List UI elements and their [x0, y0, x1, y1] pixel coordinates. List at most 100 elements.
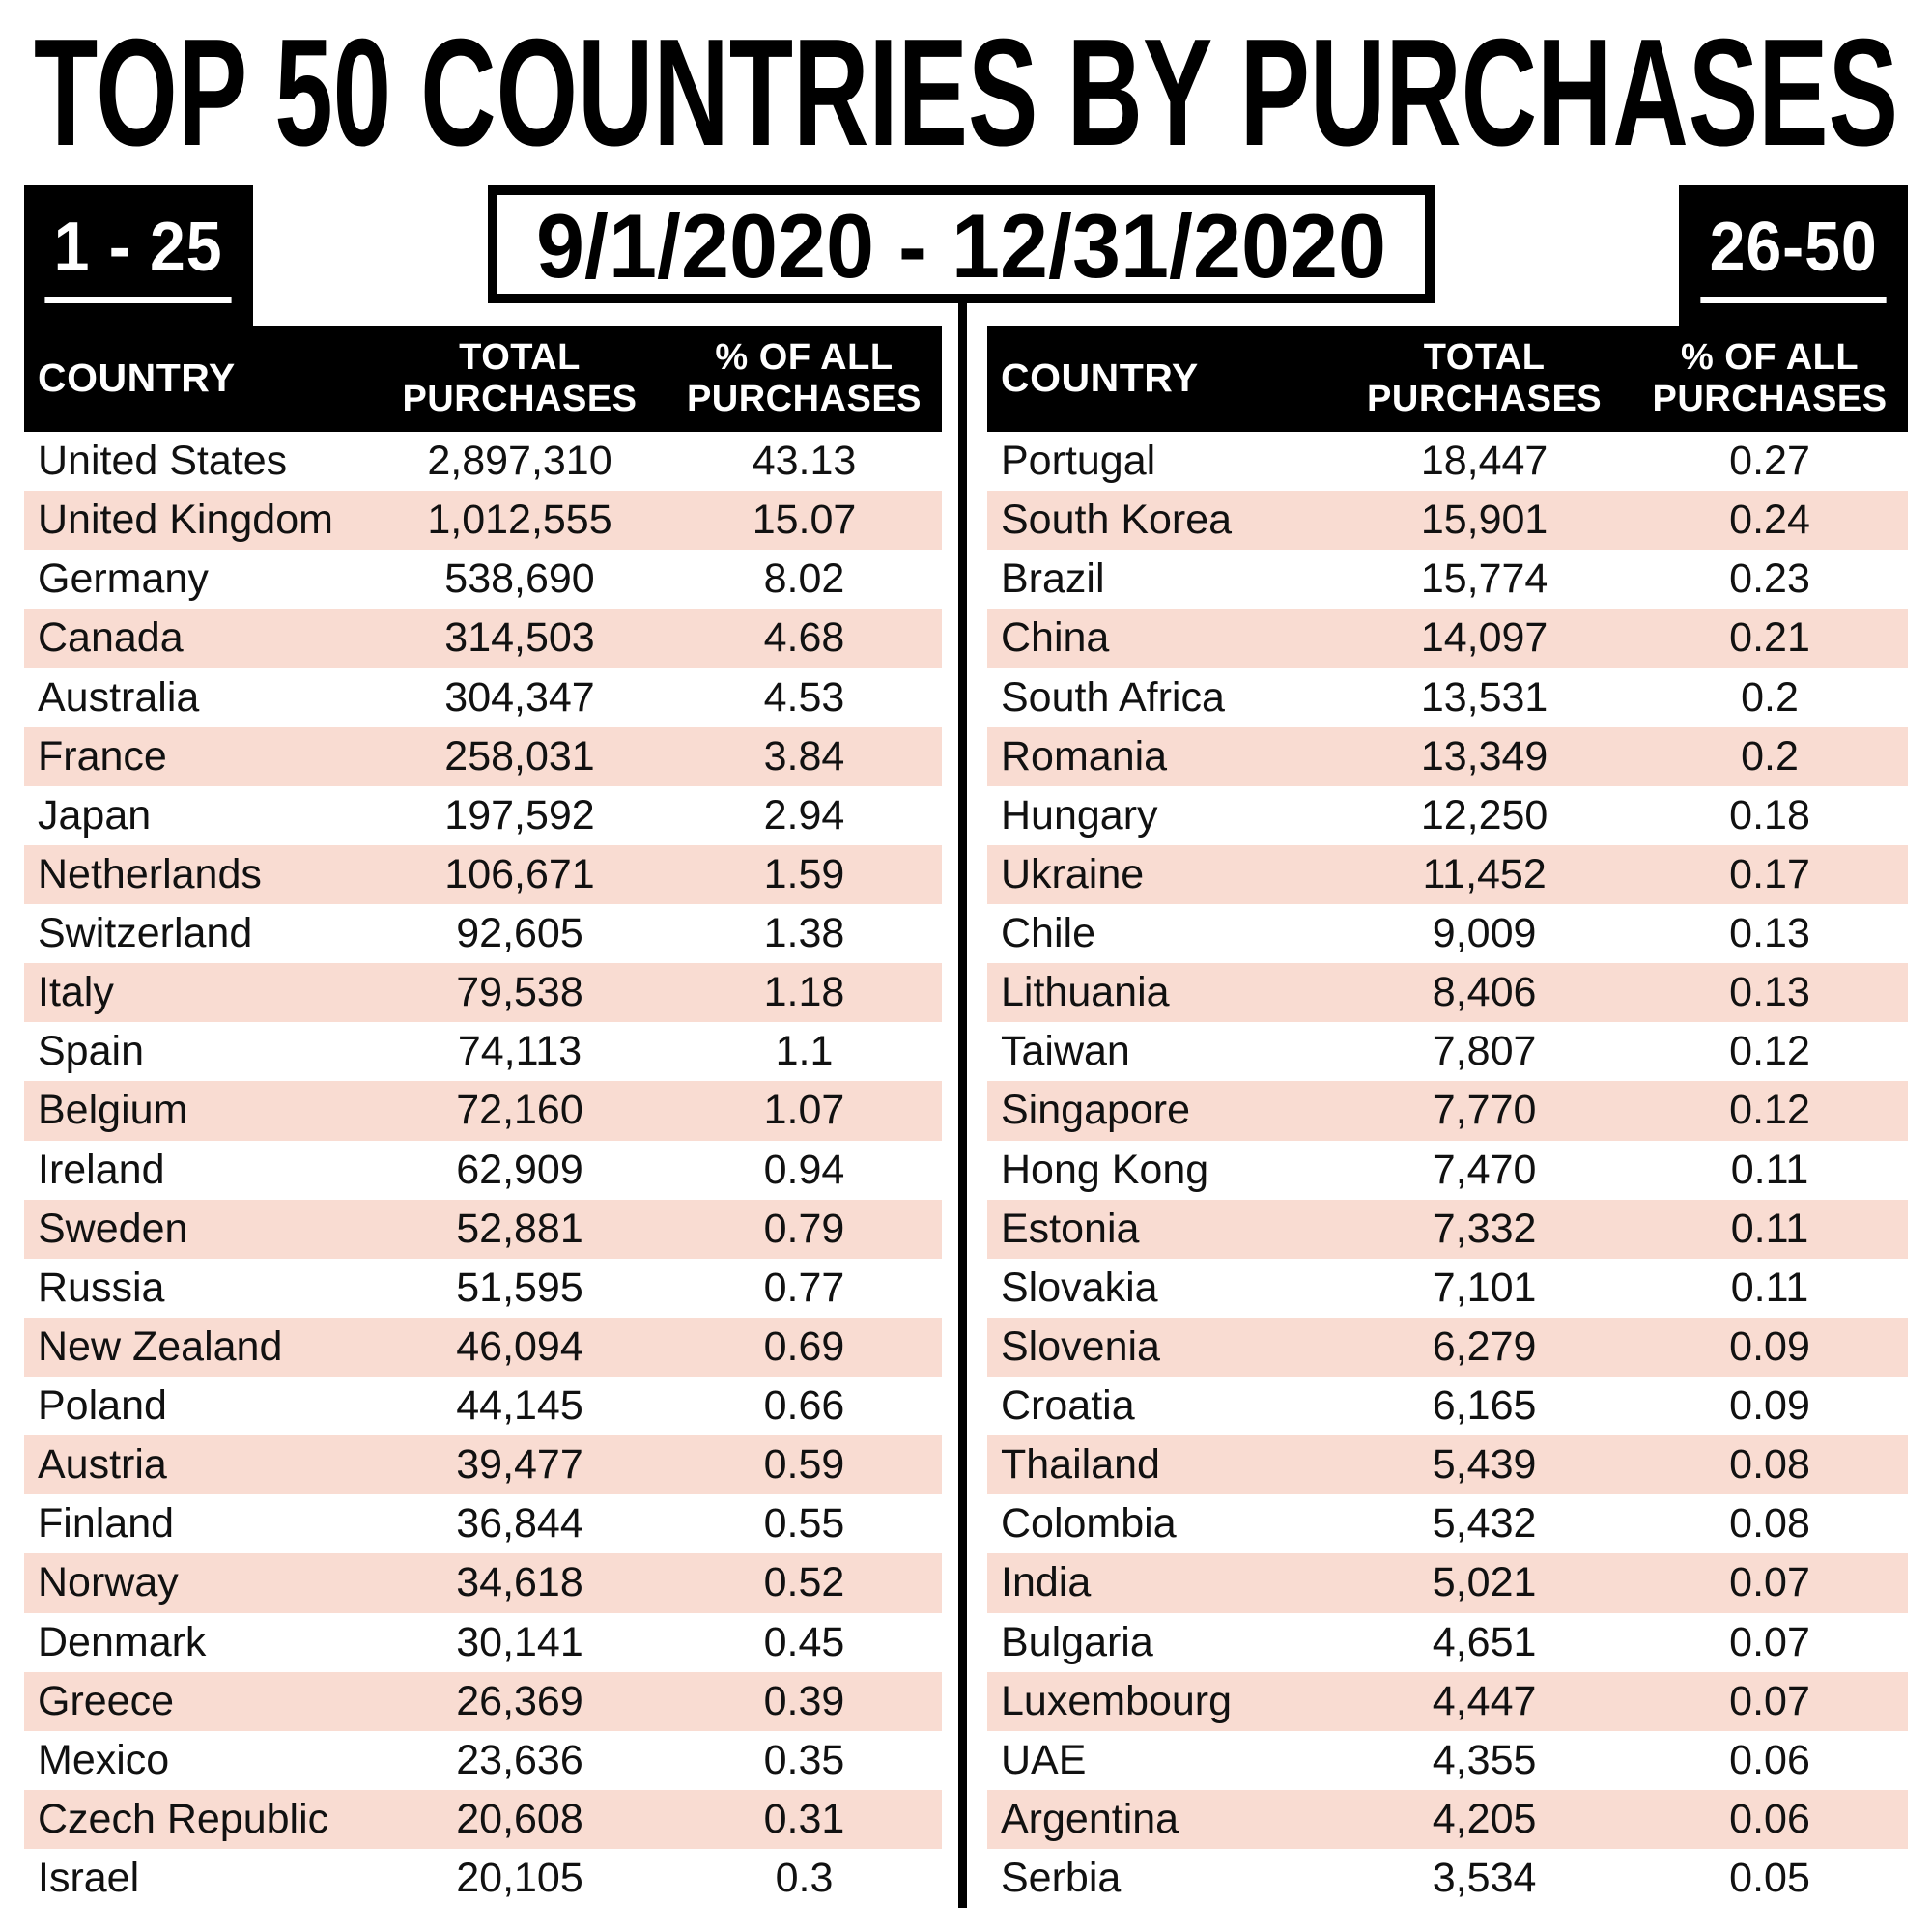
- pct-cell: 0.11: [1730, 1205, 1809, 1252]
- pct-cell: 0.21: [1729, 614, 1810, 662]
- pct-cell: 0.06: [1729, 1795, 1810, 1842]
- table-row: Greece 26,369 0.39: [24, 1671, 942, 1731]
- pct-cell: 4.68: [763, 614, 845, 662]
- pct-cell: 3.84: [763, 732, 845, 780]
- total-cell: 197,592: [444, 791, 595, 838]
- pct-cell: 1.59: [763, 850, 845, 897]
- pct-cell: 0.45: [763, 1618, 845, 1665]
- pct-cell: 0.13: [1729, 969, 1810, 1016]
- pct-cell: 15.07: [752, 497, 857, 544]
- total-cell: 258,031: [444, 732, 595, 780]
- table-row: Russia 51,595 0.77: [24, 1259, 942, 1318]
- country-cell: Bulgaria: [1001, 1618, 1153, 1665]
- table-row: China 14,097 0.21: [987, 609, 1908, 668]
- country-cell: Austria: [38, 1441, 167, 1489]
- total-cell: 5,432: [1432, 1500, 1537, 1548]
- total-cell: 4,651: [1432, 1618, 1537, 1665]
- country-cell: Hungary: [1001, 791, 1158, 838]
- total-cell: 44,145: [456, 1382, 583, 1430]
- table-row: Bulgaria 4,651 0.07: [987, 1613, 1908, 1672]
- table-row: Mexico 23,636 0.35: [24, 1731, 942, 1790]
- table-body-ranks-1-25: United States 2,897,310 43.13 United Kingdo…: [24, 432, 942, 1908]
- table-row: Poland 44,145 0.66: [24, 1377, 942, 1435]
- country-cell: Belgium: [38, 1087, 188, 1134]
- rank-range-label: 1 - 25: [44, 208, 233, 303]
- column-header-pct-of-all-purchases: % OF ALL PURCHASES: [1652, 337, 1888, 419]
- total-cell: 9,009: [1432, 910, 1537, 957]
- country-cell: Norway: [38, 1559, 179, 1606]
- total-cell: 2,897,310: [427, 438, 612, 485]
- pct-cell: 0.09: [1729, 1382, 1810, 1430]
- table-row: Switzerland 92,605 1.38: [24, 904, 942, 963]
- total-cell: 20,105: [456, 1855, 583, 1902]
- total-cell: 13,531: [1420, 673, 1548, 721]
- pct-cell: 0.39: [763, 1677, 845, 1724]
- pct-cell: 0.52: [763, 1559, 845, 1606]
- total-cell: 7,770: [1432, 1087, 1537, 1134]
- country-cell: Hong Kong: [1001, 1146, 1209, 1193]
- country-cell: Romania: [1001, 732, 1168, 780]
- country-cell: New Zealand: [38, 1322, 283, 1370]
- table-row: Hong Kong 7,470 0.11: [987, 1141, 1908, 1200]
- table-row: Spain 74,113 1.1: [24, 1022, 942, 1081]
- pct-cell: 8.02: [763, 555, 845, 603]
- country-cell: Singapore: [1001, 1087, 1191, 1134]
- country-cell: Denmark: [38, 1618, 207, 1665]
- pct-cell: 0.79: [763, 1205, 845, 1252]
- table-row: Denmark 30,141 0.45: [24, 1613, 942, 1672]
- total-cell: 5,439: [1432, 1441, 1537, 1489]
- pct-cell: 0.18: [1729, 791, 1810, 838]
- country-cell: Serbia: [1001, 1855, 1122, 1902]
- country-cell: South Africa: [1001, 673, 1225, 721]
- pct-cell: 0.24: [1729, 497, 1810, 544]
- column-header-country: COUNTRY: [38, 355, 236, 401]
- total-cell: 7,470: [1432, 1146, 1537, 1193]
- table-row: Italy 79,538 1.18: [24, 963, 942, 1023]
- pct-cell: 0.3: [775, 1855, 834, 1902]
- pct-cell: 0.08: [1729, 1441, 1810, 1489]
- table-row: Thailand 5,439 0.08: [987, 1435, 1908, 1495]
- country-cell: Thailand: [1001, 1441, 1160, 1489]
- table-row: South Korea 15,901 0.24: [987, 491, 1908, 551]
- table-row: Slovenia 6,279 0.09: [987, 1317, 1908, 1377]
- pct-cell: 0.13: [1729, 910, 1810, 957]
- total-cell: 538,690: [444, 555, 595, 603]
- table-row: Lithuania 8,406 0.13: [987, 963, 1908, 1023]
- date-range-svg: 9/1/2020 - 12/31/2020: [536, 196, 1386, 293]
- country-cell: Ireland: [38, 1146, 165, 1193]
- total-cell: 36,844: [456, 1500, 583, 1548]
- pct-cell: 0.23: [1729, 555, 1810, 603]
- table-row: Luxembourg 4,447 0.07: [987, 1671, 1908, 1731]
- total-cell: 304,347: [444, 673, 595, 721]
- table-row: Slovakia 7,101 0.11: [987, 1259, 1908, 1318]
- column-header-total-purchases: TOTAL PURCHASES: [1367, 337, 1603, 419]
- total-cell: 20,608: [456, 1795, 583, 1842]
- country-cell: Poland: [38, 1382, 167, 1430]
- pct-cell: 0.27: [1729, 438, 1810, 485]
- pct-cell: 43.13: [752, 438, 857, 485]
- table-row: Brazil 15,774 0.23: [987, 550, 1908, 609]
- pct-cell: 0.17: [1729, 850, 1810, 897]
- total-cell: 92,605: [456, 910, 583, 957]
- pct-cell: 4.53: [763, 673, 845, 721]
- pct-cell: 0.11: [1730, 1146, 1809, 1193]
- country-cell: Portugal: [1001, 438, 1156, 485]
- total-cell: 11,452: [1422, 850, 1547, 897]
- total-cell: 12,250: [1420, 791, 1548, 838]
- column-header-country: COUNTRY: [1001, 355, 1199, 401]
- total-cell: 14,097: [1420, 614, 1548, 662]
- total-cell: 34,618: [456, 1559, 583, 1606]
- pct-cell: 0.69: [763, 1322, 845, 1370]
- country-cell: Colombia: [1001, 1500, 1177, 1548]
- total-cell: 15,774: [1420, 555, 1548, 603]
- total-cell: 5,021: [1432, 1559, 1537, 1606]
- pct-cell: 1.38: [763, 910, 845, 957]
- pct-cell: 0.09: [1729, 1322, 1810, 1370]
- country-cell: Brazil: [1001, 555, 1105, 603]
- pct-cell: 1.1: [775, 1028, 834, 1075]
- table-row: Norway 34,618 0.52: [24, 1553, 942, 1613]
- country-cell: Israel: [38, 1855, 140, 1902]
- country-cell: Ukraine: [1001, 850, 1145, 897]
- total-cell: 3,534: [1432, 1855, 1537, 1902]
- table-row: United States 2,897,310 43.13: [24, 432, 942, 491]
